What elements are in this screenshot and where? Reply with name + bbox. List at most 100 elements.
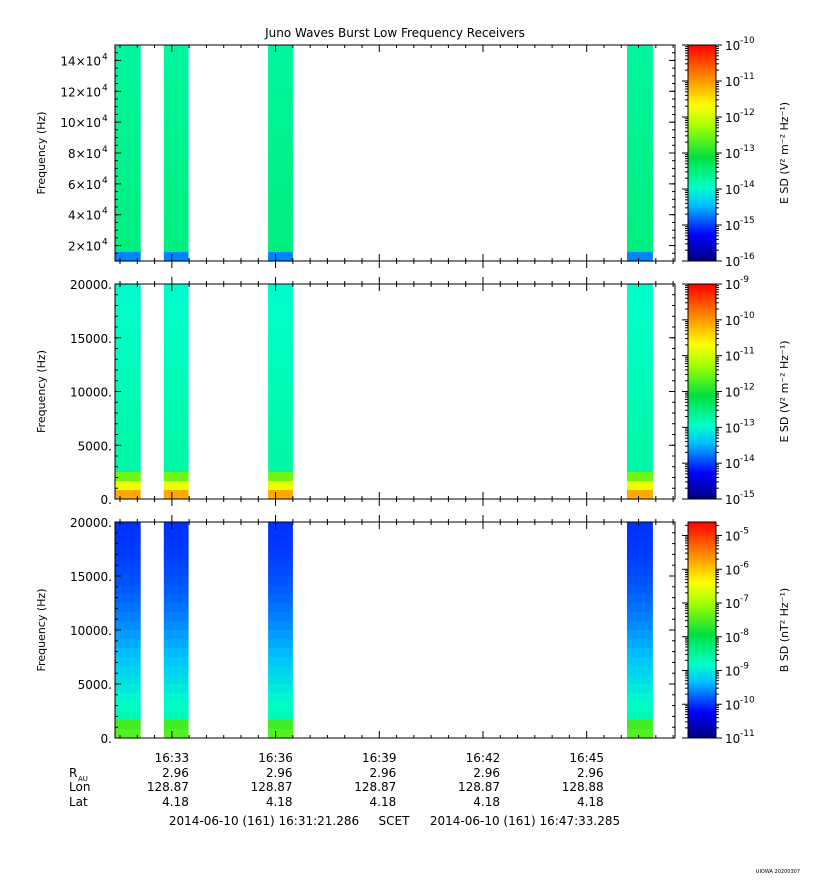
colorbar-tick-label: 10: [725, 631, 740, 645]
spectrogram-cell: [268, 540, 293, 550]
spectrogram-cell: [163, 621, 189, 631]
panel-frame: [114, 44, 676, 262]
spectrogram-cell: [627, 549, 653, 559]
ephemeris-value: 4.18: [266, 795, 293, 809]
ephemeris-label: Lat: [69, 795, 88, 809]
y-tick-exponent: 4: [102, 83, 108, 93]
burst-block: [114, 45, 141, 262]
spectrogram-cell: [163, 162, 189, 172]
colorbar-tick-label: 10: [725, 386, 740, 400]
spectrogram-cell: [114, 409, 141, 419]
spectrogram-cell: [163, 90, 189, 100]
spectrogram-cell: [268, 126, 293, 136]
y-tick-label: 15000.: [70, 332, 112, 346]
colorbar-tick-exponent: -9: [740, 275, 749, 285]
spectrogram-cell: [268, 171, 293, 181]
spectrogram-cell: [114, 427, 141, 437]
spectrogram-cell: [627, 72, 653, 82]
spectrogram-cell: [627, 391, 653, 402]
colorbar-tick-label: 10: [725, 255, 740, 269]
spectrogram-cell: [627, 45, 653, 55]
ephemeris-value: 128.88: [562, 780, 604, 794]
spectrogram-cell: [163, 81, 189, 91]
spectrogram-cell: [627, 639, 653, 649]
spectrogram-cell: [268, 301, 293, 312]
spectrogram-cell: [114, 189, 141, 199]
spectrogram-cell: [627, 630, 653, 640]
burst-block: [627, 522, 653, 739]
spectrogram-cell: [114, 252, 141, 262]
spectrogram-cell: [114, 180, 141, 190]
spectrogram-cell: [114, 463, 141, 473]
spectrogram-cell: [627, 409, 653, 419]
time-range-end: 2014-06-10 (161) 16:47:33.285: [430, 814, 620, 828]
spectrogram-cell: [163, 144, 189, 154]
ephemeris-value: 128.87: [458, 780, 500, 794]
y-tick-label: 5000.: [78, 439, 112, 453]
spectrogram-cell: [268, 328, 293, 339]
chart-title: Juno Waves Burst Low Frequency Receivers: [264, 26, 525, 40]
spectrogram-cell: [268, 639, 293, 649]
spectrogram-cell: [114, 531, 141, 541]
spectrogram-cell: [627, 702, 653, 712]
spectrogram-cell: [268, 216, 293, 226]
spectrogram-cell: [163, 409, 189, 419]
spectrogram-cell: [163, 99, 189, 109]
spectrogram-cell: [163, 549, 189, 559]
panel-frame: [114, 283, 676, 500]
y-tick-label: 0.: [101, 732, 112, 746]
spectrogram-cell: [268, 531, 293, 541]
spectrogram-cell: [627, 310, 653, 321]
spectrogram-cell: [114, 639, 141, 649]
spectrogram-cell: [114, 99, 141, 109]
spectrogram-cell: [268, 293, 293, 303]
spectrogram-cell: [114, 81, 141, 91]
spectrogram-cell: [627, 490, 653, 500]
spectrogram-cell: [268, 702, 293, 712]
spectrogram-cell: [268, 252, 293, 262]
spectrogram-cell: [268, 720, 293, 730]
ephemeris-value: 4.18: [577, 795, 604, 809]
spectrogram-cell: [163, 693, 189, 703]
spectrogram-cell: [163, 135, 189, 145]
ephemeris-table: R AU 2.96 2.96 2.96 2.96 2.96 Lon 128.87 128.87 12…: [69, 766, 604, 809]
spectrogram-cell: [114, 284, 141, 294]
spectrogram-cell: [268, 162, 293, 172]
y-tick-exponent: 4: [102, 207, 108, 217]
spectrogram-cell: [268, 81, 293, 91]
spectrogram-cell: [627, 540, 653, 550]
spectrogram-cell: [627, 621, 653, 631]
spectrogram-cell: [268, 319, 293, 330]
spectrogram-cell: [627, 585, 653, 595]
spectrogram-cell: [114, 603, 141, 613]
spectrogram-cell: [163, 684, 189, 694]
spectrogram-cell: [268, 284, 293, 294]
spectrogram-cell: [627, 99, 653, 109]
spectrogram-cell: [268, 594, 293, 604]
burst-block: [163, 284, 189, 500]
spectrogram-cell: [627, 284, 653, 294]
y-tick-exponent: 4: [102, 52, 108, 62]
burst-block: [163, 45, 189, 262]
spectrogram-cell: [627, 418, 653, 428]
spectrogram-cell: [114, 382, 141, 393]
spectrogram-cell: [268, 481, 293, 491]
ephemeris-label: Lon: [69, 780, 90, 794]
y-axis-label: Frequency (Hz): [35, 112, 48, 195]
spectrogram-cell: [268, 418, 293, 428]
spectrogram-cell: [268, 337, 293, 348]
spectrogram-cell: [627, 81, 653, 91]
spectrogram-cell: [114, 522, 141, 532]
spectrogram-cell: [163, 252, 189, 262]
spectrogram-cell: [627, 108, 653, 118]
spectrogram-cell: [627, 427, 653, 437]
ephemeris-label: R: [69, 766, 77, 780]
spectrogram-cell: [268, 657, 293, 667]
spectrogram-cell: [627, 153, 653, 163]
ephemeris-value: 128.87: [251, 780, 293, 794]
spectrogram-cell: [268, 558, 293, 568]
spectrogram-cell: [268, 117, 293, 127]
y-tick-label: 6×10: [68, 178, 101, 192]
spectrogram-cell: [268, 63, 293, 73]
spectrogram-cell: [163, 594, 189, 604]
